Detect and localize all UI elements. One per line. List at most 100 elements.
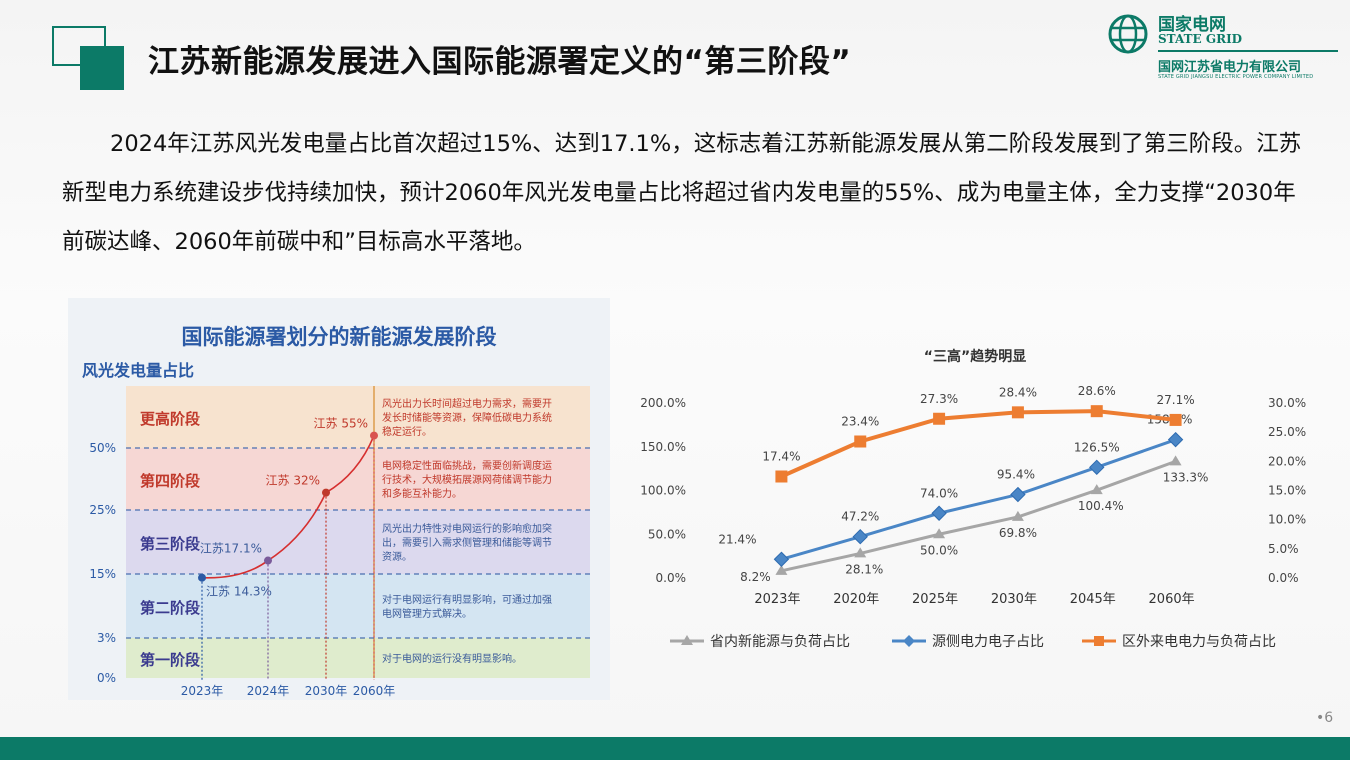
data-label: 50.0% [920, 543, 958, 557]
trend-chart: “三高”趋势明显 0.0% 50.0% 100.0% 150.0% 200.0% 0.0% 5… [630, 335, 1320, 665]
y-left-tick-label: 50.0% [648, 527, 686, 541]
y-right-tick-label: 5.0% [1268, 542, 1299, 556]
x-tick-label: 2060年 [1149, 592, 1195, 607]
logo-rule [1158, 50, 1338, 52]
stage-band [126, 510, 590, 574]
series-line [780, 409, 1176, 479]
y-left-tick-label: 200.0% [640, 396, 686, 410]
x-tick-label: 2023年 [181, 684, 224, 698]
stage-description: 和多能互补能力。 [382, 487, 462, 500]
triangle-marker [1011, 510, 1024, 521]
chart-title: “三高”趋势明显 [924, 348, 1026, 365]
square-marker [775, 470, 788, 483]
data-point [370, 431, 378, 440]
stage-figure: 国际能源署划分的新能源发展阶段风光发电量占比第一阶段 对于电网的运行没有明显影响。… [68, 298, 610, 700]
x-tick-label: 2023年 [754, 592, 800, 607]
square-marker [1090, 405, 1103, 418]
x-tick-label: 2025年 [912, 592, 958, 607]
stage-band [126, 638, 590, 678]
stage-description: 资源。 [382, 550, 412, 563]
globe-icon [1108, 14, 1148, 54]
y-right-tick-label: 30.0% [1268, 396, 1306, 410]
diamond-marker [852, 528, 868, 545]
square-marker [1169, 413, 1182, 426]
series-line [781, 459, 1177, 573]
x-tick-label: 2020年 [833, 592, 879, 607]
logo-company-en: STATE GRID JIANGSU ELECTRIC POWER COMPAN… [1158, 74, 1314, 80]
data-label: 28.6% [1078, 384, 1116, 398]
series-line [781, 438, 1177, 561]
stage-description: 风光出力特性对电网运行的影响愈加突 [382, 522, 552, 535]
stage-description: 对于电网运行有明显影响，可通过加强 [382, 593, 552, 606]
legend-label: 区外来电电力与负荷占比 [1122, 634, 1276, 650]
data-label: 27.3% [920, 392, 958, 406]
y-left-tick-label: 0.0% [656, 571, 687, 585]
stage-description: 风光出力长时间超过电力需求，需要开 [382, 397, 552, 410]
footer-bar [0, 737, 1350, 760]
trend-line-chart: “三高”趋势明显 0.0% 50.0% 100.0% 150.0% 200.0% 0.0% 5… [640, 348, 1306, 650]
y-right-tick-label: 20.0% [1268, 454, 1306, 468]
triangle-marker [1169, 455, 1182, 466]
y-right-tick-label: 25.0% [1268, 425, 1306, 439]
data-label: 126.5% [1074, 440, 1120, 454]
x-tick-label: 2030年 [991, 592, 1037, 607]
data-label: 28.1% [845, 562, 883, 576]
legend-label: 省内新能源与负荷占比 [710, 634, 850, 650]
stage-name: 第四阶段 [140, 472, 200, 490]
y-right-tick-label: 15.0% [1268, 484, 1306, 498]
logo-english: STATE GRID [1158, 32, 1243, 46]
data-point [264, 556, 272, 565]
stage-band [126, 448, 590, 510]
jiangsu-curve [201, 435, 375, 579]
stage-name: 更高阶段 [140, 410, 200, 428]
logo-company: 国网江苏省电力有限公司 [1158, 60, 1302, 75]
figure-title: 国际能源署划分的新能源发展阶段 [182, 325, 497, 349]
square-marker [854, 435, 867, 448]
data-label: 江苏17.1% [200, 542, 262, 556]
diamond-marker [1089, 459, 1105, 476]
data-label: 江苏 32% [266, 474, 321, 488]
x-tick-label: 2045年 [1070, 592, 1116, 607]
data-point [198, 573, 206, 582]
stage-name: 第二阶段 [140, 599, 200, 617]
stage-description: 电网稳定性面临挑战，需要创新调度运 [382, 459, 552, 472]
stage-description: 电网管理方式解决。 [382, 607, 472, 620]
data-label: 21.4% [718, 532, 756, 546]
data-label: 95.4% [997, 468, 1035, 482]
y-right-tick-label: 10.0% [1268, 513, 1306, 527]
logo-name: 国家电网 [1158, 15, 1226, 35]
y-left-tick-label: 100.0% [640, 484, 686, 498]
data-label: 69.8% [999, 526, 1037, 540]
stage-description: 行技术，大规模拓展源网荷储调节能力 [382, 473, 552, 486]
data-label: 17.4% [762, 450, 800, 464]
triangle-marker [933, 528, 946, 539]
x-tick-label: 2024年 [247, 684, 290, 698]
page-number: •6 [1316, 710, 1334, 726]
x-tick-label: 2030年 [305, 684, 348, 698]
stage-description: 对于电网的运行没有明显影响。 [382, 652, 522, 665]
title-decoration-square [80, 46, 124, 90]
data-label: 100.4% [1078, 499, 1124, 513]
stage-description: 出，需要引入需求侧管理和储能等调节 [382, 536, 552, 549]
stage-name: 第三阶段 [140, 535, 200, 553]
slide-title: 江苏新能源发展进入国际能源署定义的“第三阶段” [148, 44, 852, 80]
triangle-marker [1090, 484, 1103, 495]
data-label: 27.1% [1157, 393, 1195, 407]
stage-band [126, 386, 590, 448]
data-label: 江苏 55% [314, 417, 369, 431]
data-label: 74.0% [920, 486, 958, 500]
y-tick-label: 0% [97, 671, 116, 685]
y-tick-label: 3% [97, 631, 116, 645]
data-label: 23.4% [841, 415, 879, 429]
legend-label: 源侧电力电子占比 [932, 634, 1044, 650]
data-label: 47.2% [841, 510, 879, 524]
x-tick-label: 2060年 [353, 684, 396, 698]
data-label: 江苏 14.3% [206, 585, 272, 599]
y-right-tick-label: 0.0% [1268, 571, 1299, 585]
legend-marker [903, 635, 915, 647]
figure-ylabel: 风光发电量占比 [82, 361, 194, 380]
diamond-marker [773, 551, 790, 567]
stage-name: 第一阶段 [140, 651, 200, 669]
